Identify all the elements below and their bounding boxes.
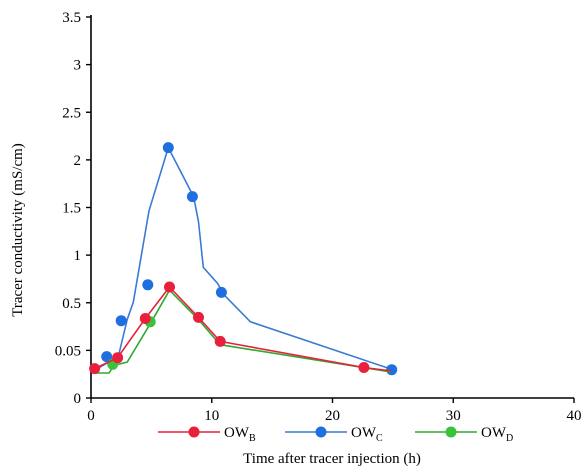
legend-label: OWB	[224, 425, 256, 444]
series-b	[89, 281, 391, 375]
x-tick-label: 30	[446, 408, 461, 424]
series-layer	[89, 142, 398, 376]
data-point	[115, 315, 127, 327]
x-tick-label: 40	[567, 408, 582, 424]
legend-item: OWB	[158, 425, 256, 444]
data-point	[215, 286, 227, 298]
data-point	[162, 142, 174, 154]
data-point	[214, 335, 226, 347]
legend-item: OWC	[285, 425, 383, 444]
legend-marker	[188, 426, 200, 438]
data-point	[139, 313, 151, 324]
series-d	[94, 289, 391, 374]
x-axis-title: Time after tracer injection (h)	[243, 451, 421, 467]
x-tick-label: 10	[204, 408, 219, 424]
x-tick-label: 0	[87, 408, 95, 424]
legend-label: OWD	[481, 425, 513, 444]
data-point	[101, 351, 113, 363]
series-c	[95, 142, 398, 376]
y-tick-label: 3	[74, 58, 82, 74]
series-line	[94, 286, 391, 372]
axes	[90, 15, 574, 399]
data-point	[186, 191, 198, 203]
y-tick-label: 1	[74, 248, 82, 264]
legend-marker	[315, 426, 327, 438]
ticks-layer: 0 10 20 30 40 0 0.05 0.5 1 1.5 2 2.5 3 3.5	[55, 10, 582, 424]
legend-item: OWD	[415, 425, 513, 444]
data-point	[164, 281, 175, 293]
data-point	[89, 363, 101, 375]
y-tick-label: 2	[74, 153, 82, 169]
y-tick-label: 0.05	[55, 343, 81, 359]
series-line	[95, 146, 394, 371]
legend-marker	[445, 426, 457, 438]
data-point	[142, 279, 154, 291]
legend-label: OWC	[351, 425, 383, 444]
data-point	[358, 362, 370, 373]
y-tick-label: 3.5	[62, 10, 81, 26]
legend: OWB OWC OWD	[158, 425, 513, 444]
y-axis-title: Tracer conductivity (mS/cm)	[10, 143, 26, 317]
series-line	[94, 289, 391, 374]
y-tick-label: 2.5	[62, 105, 81, 121]
x-tick-label: 20	[325, 408, 340, 424]
data-point	[112, 352, 124, 364]
y-tick-label: 0	[74, 391, 82, 407]
y-tick-label: 0.5	[62, 296, 81, 312]
data-point	[193, 311, 204, 323]
y-tick-label: 1.5	[62, 201, 81, 217]
